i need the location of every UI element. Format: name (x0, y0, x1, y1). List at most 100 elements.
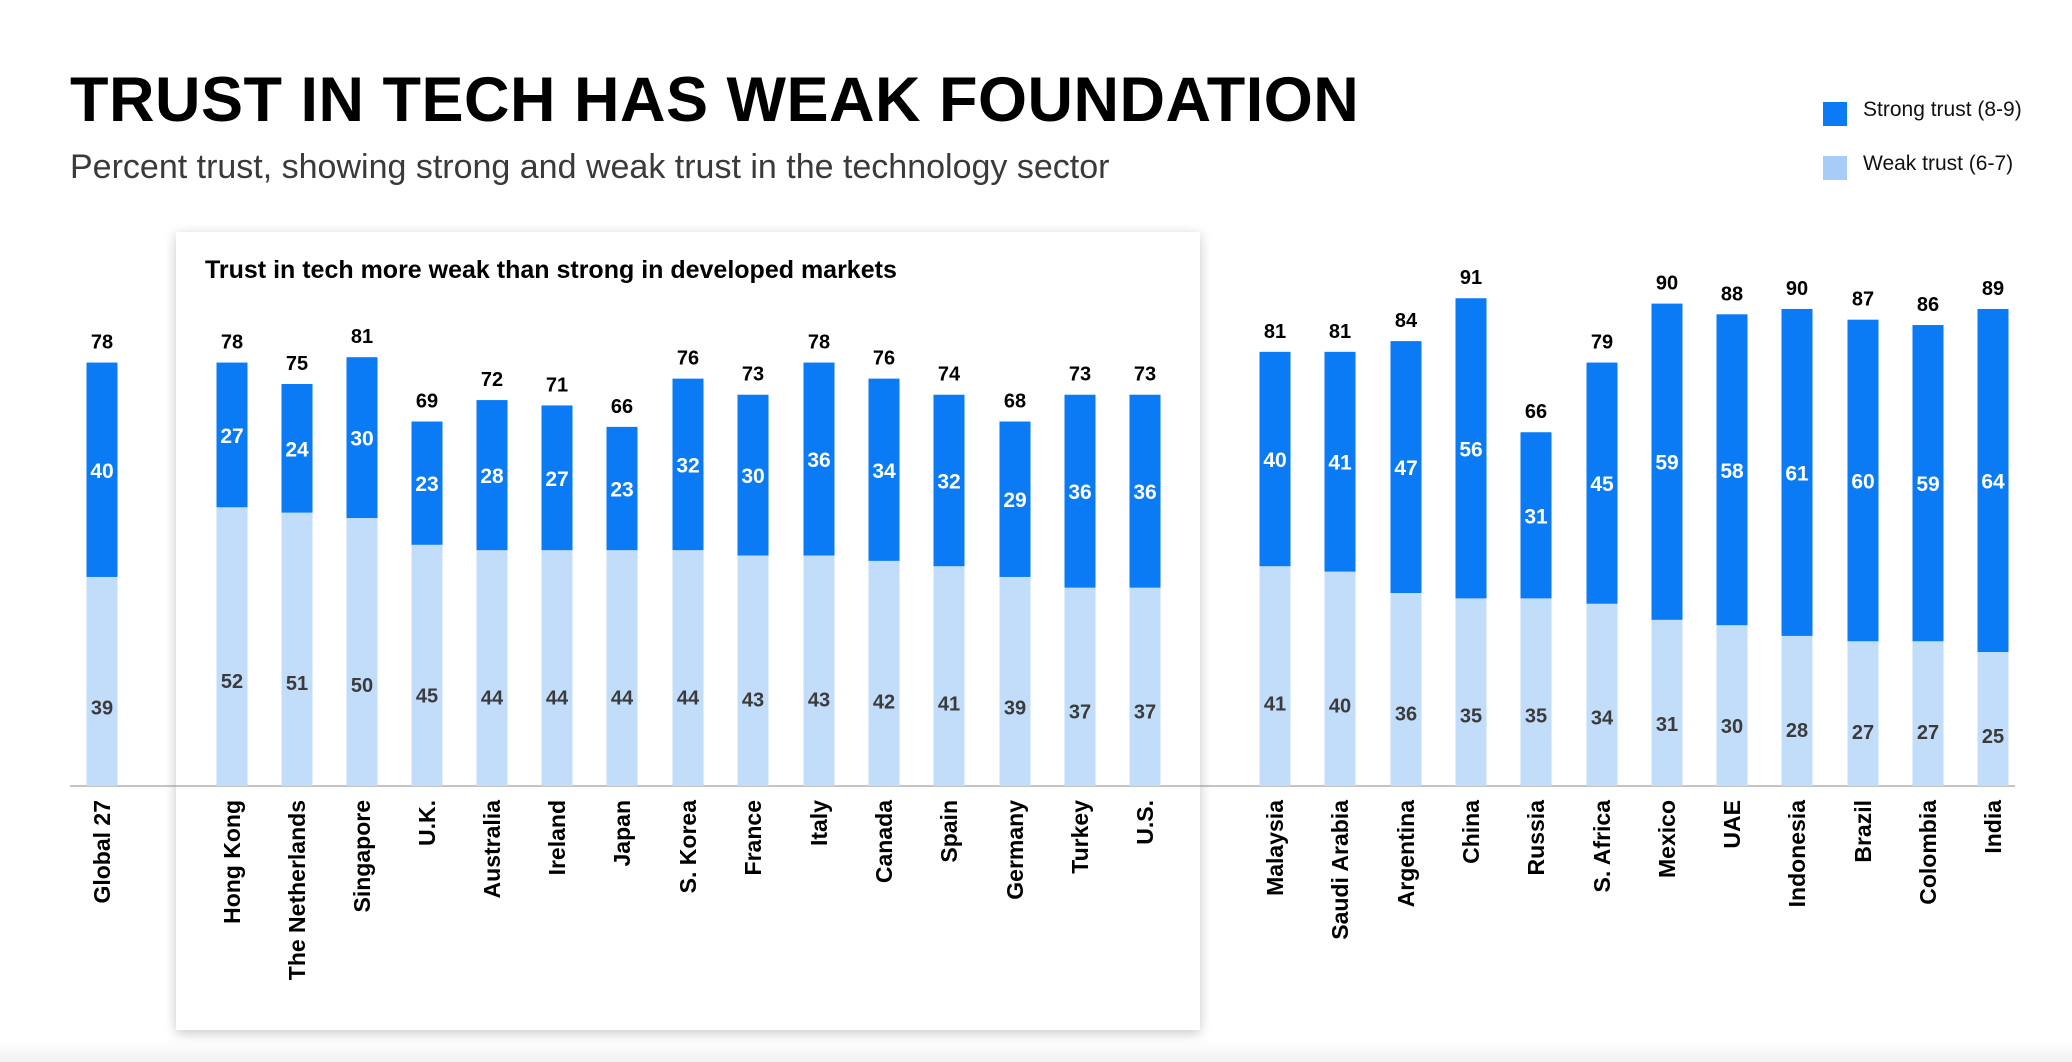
bar-strong (346, 357, 378, 518)
bar-weak (346, 518, 378, 786)
bar-weak (1129, 587, 1161, 786)
bar-weak (1064, 587, 1096, 786)
x-tick-label: Italy (806, 800, 832, 846)
x-tick-label: China (1458, 800, 1484, 864)
bar-strong (1847, 319, 1879, 642)
data-label-total: 84 (1395, 310, 1418, 332)
data-label-total: 66 (611, 396, 633, 418)
data-label-strong: 29 (1003, 489, 1026, 512)
x-tick-label: Colombia (1915, 800, 1941, 905)
data-label-strong: 30 (741, 465, 764, 488)
data-label-total: 78 (808, 332, 830, 354)
data-label-weak: 28 (1786, 720, 1808, 742)
x-tick-label: Argentina (1393, 800, 1419, 908)
bar-weak (1651, 619, 1683, 786)
data-label-weak: 27 (1917, 722, 1939, 744)
x-tick-label: The Netherlands (284, 800, 310, 980)
data-label-strong: 61 (1785, 462, 1809, 485)
bar-strong (1259, 351, 1291, 567)
bar-weak (411, 544, 443, 786)
data-label-strong: 24 (285, 438, 309, 461)
bar-weak (1977, 652, 2009, 786)
bar-strong (1651, 303, 1683, 620)
bar-weak (803, 555, 835, 786)
data-label-total: 71 (546, 374, 568, 396)
bar-strong (1064, 394, 1096, 588)
bar-strong (999, 421, 1031, 577)
x-tick-label: Saudi Arabia (1327, 800, 1353, 940)
bar-weak (216, 507, 248, 786)
legend-swatch-weak (1823, 156, 1847, 180)
bar-weak (737, 555, 769, 786)
data-label-strong: 36 (1133, 481, 1156, 504)
bar-strong (1716, 314, 1748, 626)
bar-weak (672, 550, 704, 786)
data-label-total: 88 (1721, 283, 1743, 305)
bar-weak (1455, 598, 1487, 786)
x-tick-label: Mexico (1654, 800, 1680, 878)
data-label-strong: 32 (937, 470, 960, 493)
data-label-weak: 50 (351, 675, 373, 697)
data-label-weak: 39 (1004, 698, 1026, 720)
data-label-total: 76 (677, 348, 699, 370)
data-label-weak: 36 (1395, 704, 1417, 726)
data-label-weak: 30 (1721, 716, 1743, 738)
data-label-weak: 44 (611, 687, 634, 709)
x-tick-label: UAE (1719, 800, 1745, 849)
data-label-weak: 35 (1460, 706, 1482, 728)
x-tick-label: Germany (1002, 800, 1028, 900)
bar-strong (1129, 394, 1161, 588)
data-label-weak: 37 (1134, 702, 1156, 724)
data-label-total: 90 (1786, 278, 1808, 300)
bar-weak (868, 560, 900, 786)
data-label-total: 81 (1329, 321, 1351, 343)
bar-weak (1520, 598, 1552, 786)
bar-strong (803, 362, 835, 556)
x-tick-label: Brazil (1850, 800, 1876, 863)
x-tick-label: S. Korea (675, 800, 701, 894)
data-label-total: 73 (1069, 364, 1091, 386)
bar-strong (606, 426, 638, 551)
bar-strong (541, 405, 573, 551)
data-label-strong: 56 (1459, 438, 1482, 461)
x-tick-label: Hong Kong (219, 800, 245, 924)
page-title: TRUST IN TECH HAS WEAK FOUNDATION (70, 65, 1360, 135)
bar-strong (411, 421, 443, 545)
bar-strong (476, 400, 508, 551)
bar-weak (1847, 641, 1879, 786)
data-label-strong: 32 (676, 454, 699, 477)
bar-weak (606, 550, 638, 786)
data-label-strong: 59 (1916, 473, 1939, 496)
data-label-weak: 44 (677, 687, 700, 709)
legend-item-strong: Strong trust (8-9) (1823, 95, 2022, 126)
bar-weak (999, 576, 1031, 786)
data-label-weak: 45 (416, 685, 438, 707)
data-label-total: 91 (1460, 267, 1482, 289)
data-label-weak: 39 (91, 698, 113, 720)
data-label-strong: 23 (415, 473, 438, 496)
bar-strong (1912, 325, 1944, 642)
x-tick-label: U.K. (414, 800, 440, 846)
data-label-total: 73 (742, 364, 764, 386)
data-label-total: 74 (938, 364, 961, 386)
data-label-strong: 30 (350, 428, 373, 451)
bar-weak (1259, 566, 1291, 786)
bar-strong (737, 394, 769, 556)
data-label-total: 68 (1004, 391, 1026, 413)
x-tick-label: Indonesia (1784, 800, 1810, 908)
bar-strong (1586, 362, 1618, 604)
data-label-total: 72 (481, 369, 503, 391)
data-label-total: 78 (91, 332, 113, 354)
bottom-shade (0, 1040, 2072, 1062)
bar-weak (476, 550, 508, 786)
bar-strong (1977, 308, 2009, 652)
bar-weak (1586, 603, 1618, 786)
data-label-total: 78 (221, 332, 243, 354)
data-label-weak: 41 (938, 693, 960, 715)
data-label-total: 86 (1917, 294, 1939, 316)
data-label-total: 69 (416, 391, 438, 413)
data-label-strong: 36 (807, 449, 830, 472)
data-label-total: 79 (1591, 332, 1613, 354)
x-tick-label: U.S. (1132, 800, 1158, 845)
data-label-weak: 52 (221, 671, 243, 693)
